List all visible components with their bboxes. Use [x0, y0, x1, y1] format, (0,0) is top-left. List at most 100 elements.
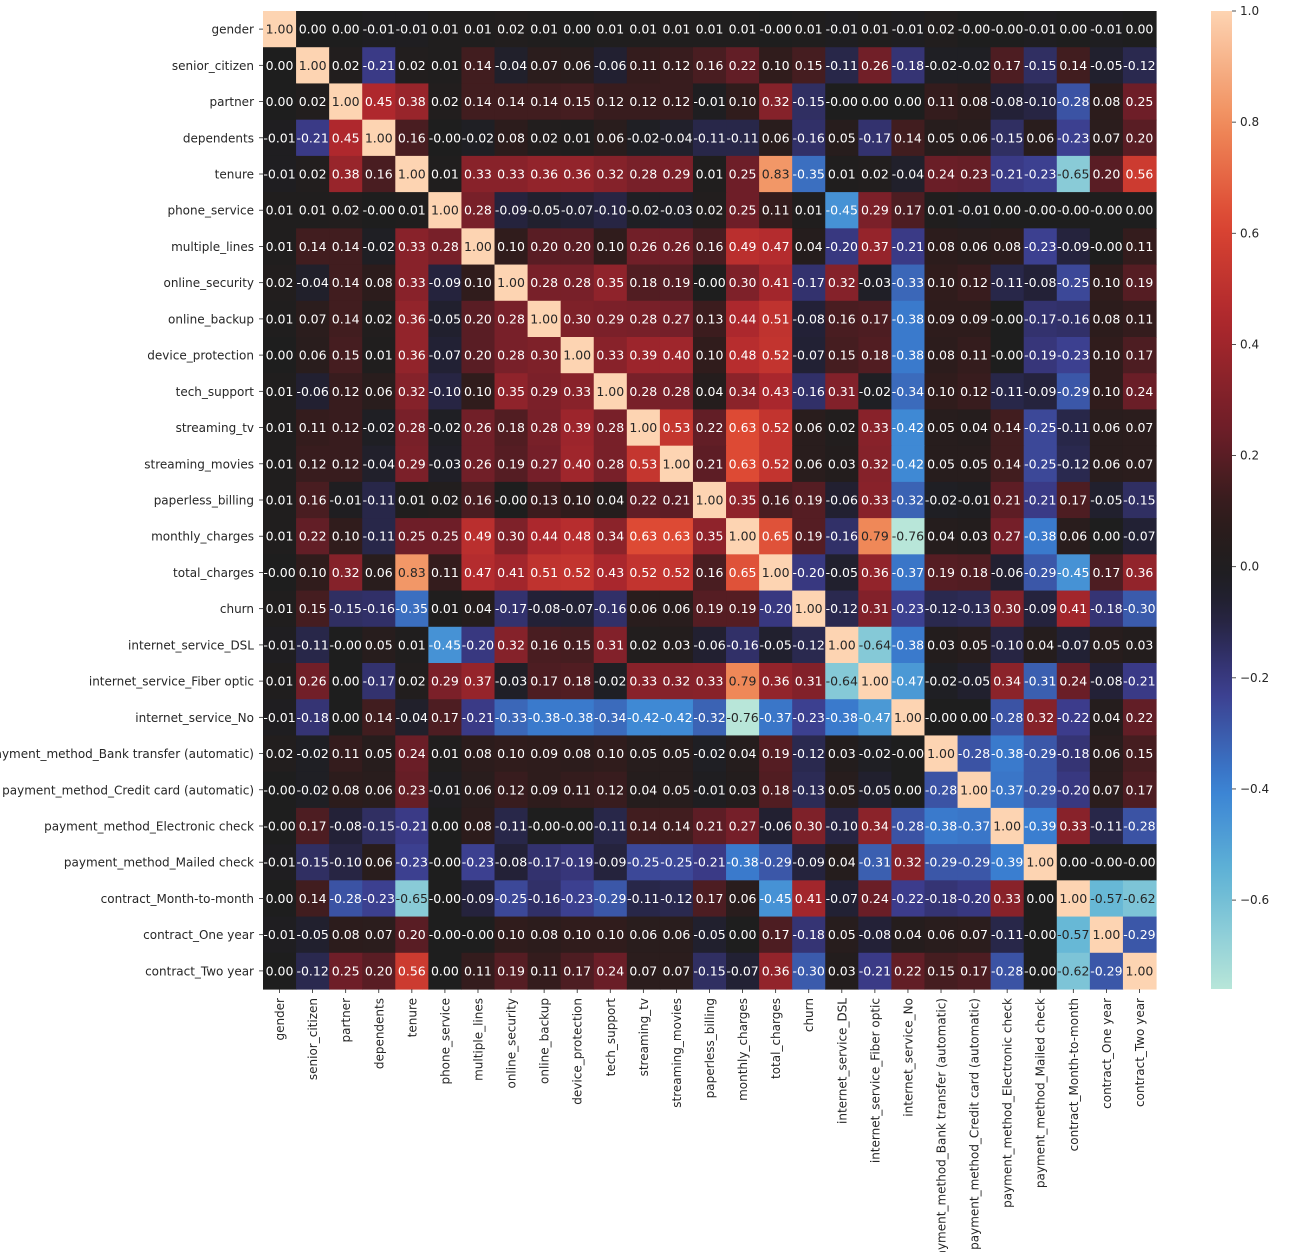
cell-value-label: 0.00 [993, 203, 1021, 218]
cell-value-label: 0.08 [960, 94, 988, 109]
cell-value-label: -0.21 [859, 963, 891, 978]
cell-value-label: -0.32 [693, 710, 725, 725]
heatmap-cell [593, 445, 628, 483]
cell-value-label: 0.08 [464, 819, 492, 834]
heatmap-cell [692, 47, 727, 85]
cell-value-label: 0.35 [729, 493, 757, 508]
cell-value-label: -0.45 [1057, 565, 1089, 580]
y-tick-label: tech_support [176, 385, 255, 399]
cell-value-label: -0.29 [1090, 963, 1122, 978]
x-tick-label: payment_method_Credit card (automatic) [968, 998, 982, 1250]
heatmap-cell [990, 373, 1025, 411]
heatmap-cell [759, 300, 793, 338]
cell-value-label: 0.02 [828, 420, 856, 435]
heatmap-cell [296, 626, 330, 664]
heatmap-cell [659, 155, 694, 193]
heatmap-cell [626, 264, 661, 302]
cell-value-label: 0.52 [762, 348, 790, 363]
y-tick-labels: gendersenior_citizenpartnerdependentsten… [0, 23, 263, 978]
heatmap-cell [1056, 481, 1091, 519]
cell-value-label: 1.00 [497, 275, 525, 290]
cell-value-label: 0.14 [464, 58, 492, 73]
heatmap-cell [990, 155, 1025, 193]
heatmap-cell [659, 699, 694, 737]
heatmap-cell [990, 771, 1025, 809]
cell-value-label: 0.01 [729, 22, 757, 37]
cell-value-label: -0.00 [1057, 203, 1089, 218]
cell-value-label: 1.00 [398, 167, 426, 182]
cell-value-label: -0.31 [859, 855, 891, 870]
heatmap-cell [957, 518, 992, 555]
heatmap-cell [626, 83, 661, 121]
cell-value-label: -0.16 [363, 601, 395, 616]
cell-value-label: 0.36 [762, 674, 790, 689]
y-tick-label: payment_method_Bank transfer (automatic) [0, 747, 254, 761]
heatmap-cell [527, 916, 562, 954]
cell-value-label: -0.00 [1024, 203, 1056, 218]
cell-value-label: 0.16 [365, 167, 393, 182]
heatmap-cell [1122, 626, 1157, 664]
cell-value-label: 0.01 [696, 167, 724, 182]
cell-value-label: -0.28 [925, 782, 957, 797]
cell-value-label: 0.10 [299, 565, 327, 580]
y-tick-label: multiple_lines [171, 240, 254, 254]
cell-value-label: 0.28 [497, 311, 525, 326]
heatmap-cell [428, 554, 463, 592]
heatmap-cell [263, 807, 297, 845]
heatmap-cell [560, 337, 595, 374]
cell-value-label: 0.25 [398, 529, 426, 544]
cell-value-label: -0.00 [1090, 239, 1122, 254]
y-tick-label: tenure [215, 168, 254, 182]
heatmap-cell [1089, 11, 1124, 48]
heatmap-cell [957, 663, 992, 700]
y-tick-label: online_backup [168, 312, 254, 326]
heatmap-cell [759, 590, 793, 628]
y-tick-label: device_protection [147, 349, 254, 363]
cell-value-label: 0.02 [332, 58, 360, 73]
heatmap-cell [263, 844, 297, 881]
heatmap-cell [1122, 481, 1157, 519]
cell-value-label: -0.02 [296, 746, 328, 761]
heatmap-cell [957, 735, 992, 773]
heatmap-cell [692, 844, 727, 881]
cell-value-label: -0.08 [859, 927, 891, 942]
heatmap-cell [329, 228, 363, 266]
cell-value-label: -0.02 [627, 130, 659, 145]
heatmap-cell [362, 155, 396, 193]
x-tick-labels: gender senior_citizen partner dependents ten… [273, 989, 1147, 1252]
cell-value-label: 0.07 [960, 927, 988, 942]
cell-value-label: -0.02 [859, 384, 891, 399]
x-tick-label: online_security [505, 998, 519, 1089]
cell-value-label: 0.06 [663, 927, 691, 942]
cell-value-label: -0.00 [958, 22, 990, 37]
cell-value-label: 0.01 [266, 674, 294, 689]
cell-value-label: 0.15 [795, 58, 823, 73]
heatmap-cell [329, 445, 363, 483]
cell-value-label: 0.14 [332, 311, 360, 326]
heatmap-cell [659, 590, 694, 628]
heatmap-cell [957, 699, 992, 737]
heatmap-cell [461, 481, 496, 519]
y-tick-label: senior_citizen [172, 59, 254, 73]
heatmap-cell [494, 481, 529, 519]
heatmap-cell [593, 916, 628, 954]
heatmap-cell [759, 11, 793, 48]
cell-value-label: 0.41 [762, 275, 790, 290]
heatmap-cell [692, 880, 727, 918]
cell-value-label: 0.19 [497, 963, 525, 978]
cell-value-label: 0.09 [927, 311, 955, 326]
cell-value-label: 0.09 [960, 311, 988, 326]
heatmap-cell [924, 626, 959, 664]
cell-value-label: -0.28 [892, 819, 924, 834]
x-tick-label: contract_Month-to-month [1067, 998, 1081, 1151]
heatmap-cell [329, 735, 363, 773]
heatmap-cell [296, 445, 330, 483]
cell-value-label: 0.23 [960, 167, 988, 182]
cell-value-label: 0.33 [861, 420, 889, 435]
heatmap-cell [428, 228, 463, 266]
cell-value-label: 0.02 [365, 311, 393, 326]
cell-value-label: 1.00 [663, 456, 691, 471]
cell-value-label: -0.00 [892, 746, 924, 761]
heatmap-cell [792, 699, 826, 737]
heatmap-cell [990, 844, 1025, 881]
